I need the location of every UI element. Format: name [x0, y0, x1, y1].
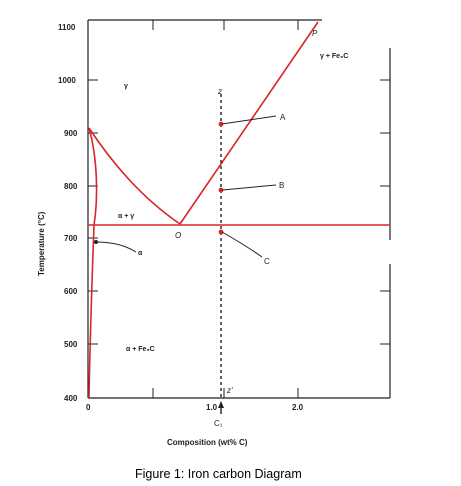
y-tick-label: 500 [64, 340, 78, 349]
leader-alpha [95, 241, 137, 253]
y-tick-label: 700 [64, 234, 78, 243]
y-tick-label: 1100 [58, 23, 76, 32]
label-c1: C₁ [214, 419, 223, 428]
leader-b [221, 184, 277, 191]
point-labels: A B C O P z z' C₁ [175, 29, 318, 428]
label-b: B [279, 181, 284, 190]
gamma-alpha-gamma-boundary [88, 127, 181, 225]
x-tick-label: 2.0 [292, 403, 304, 412]
label-a: A [280, 113, 286, 122]
region-alpha: α [138, 250, 143, 257]
y-tick-label: 900 [64, 129, 78, 138]
phase-boundaries [88, 21, 390, 399]
x-tick-label: 0 [86, 403, 91, 412]
leader-c [221, 231, 263, 258]
x-tick-label: 1.0 [206, 403, 218, 412]
x-tick-labels: 0 1.0 2.0 [86, 403, 304, 412]
point-b-marker [218, 187, 224, 193]
y-tick-label: 800 [64, 182, 78, 191]
y-axis-title: Temperature (°C) [37, 211, 46, 276]
leader-a [221, 115, 277, 125]
alpha-solvus-line [88, 224, 95, 399]
region-alpha-fe3c: α + Fe₃C [126, 346, 155, 353]
y-tick-label: 400 [64, 394, 78, 403]
composition-line [218, 94, 224, 414]
alpha-alpha-gamma-boundary [88, 127, 98, 226]
label-o: O [175, 231, 181, 240]
region-gamma-fe3c: γ + Fe₃C [320, 53, 348, 60]
figure-caption: Figure 1: Iron carbon Diagram [135, 467, 302, 481]
label-p: P [312, 29, 318, 38]
label-c: C [264, 257, 270, 266]
c1-arrow-head [218, 401, 224, 408]
region-alpha-gamma: α + γ [118, 213, 134, 220]
leader-lines [94, 115, 277, 258]
region-labels: γ γ + Fe₃C α + γ α α + Fe₃C [118, 53, 348, 353]
x-ticks [152, 20, 299, 398]
gamma-fe3c-solvus-line [179, 21, 319, 225]
y-ticks [88, 79, 390, 345]
marked-points [218, 121, 224, 235]
y-tick-label: 600 [64, 287, 78, 296]
label-z: z [217, 87, 222, 96]
point-c-marker [218, 229, 224, 235]
x-axis-title: Composition (wt% C) [167, 438, 248, 447]
y-tick-labels: 1100 1000 900 800 700 600 500 400 [58, 23, 78, 403]
y-tick-label: 1000 [58, 76, 76, 85]
label-z-prime: z' [226, 386, 233, 395]
plot-frame [87, 19, 392, 399]
alpha-point-marker [94, 240, 98, 244]
point-a-marker [218, 121, 224, 127]
region-gamma: γ [124, 83, 128, 90]
